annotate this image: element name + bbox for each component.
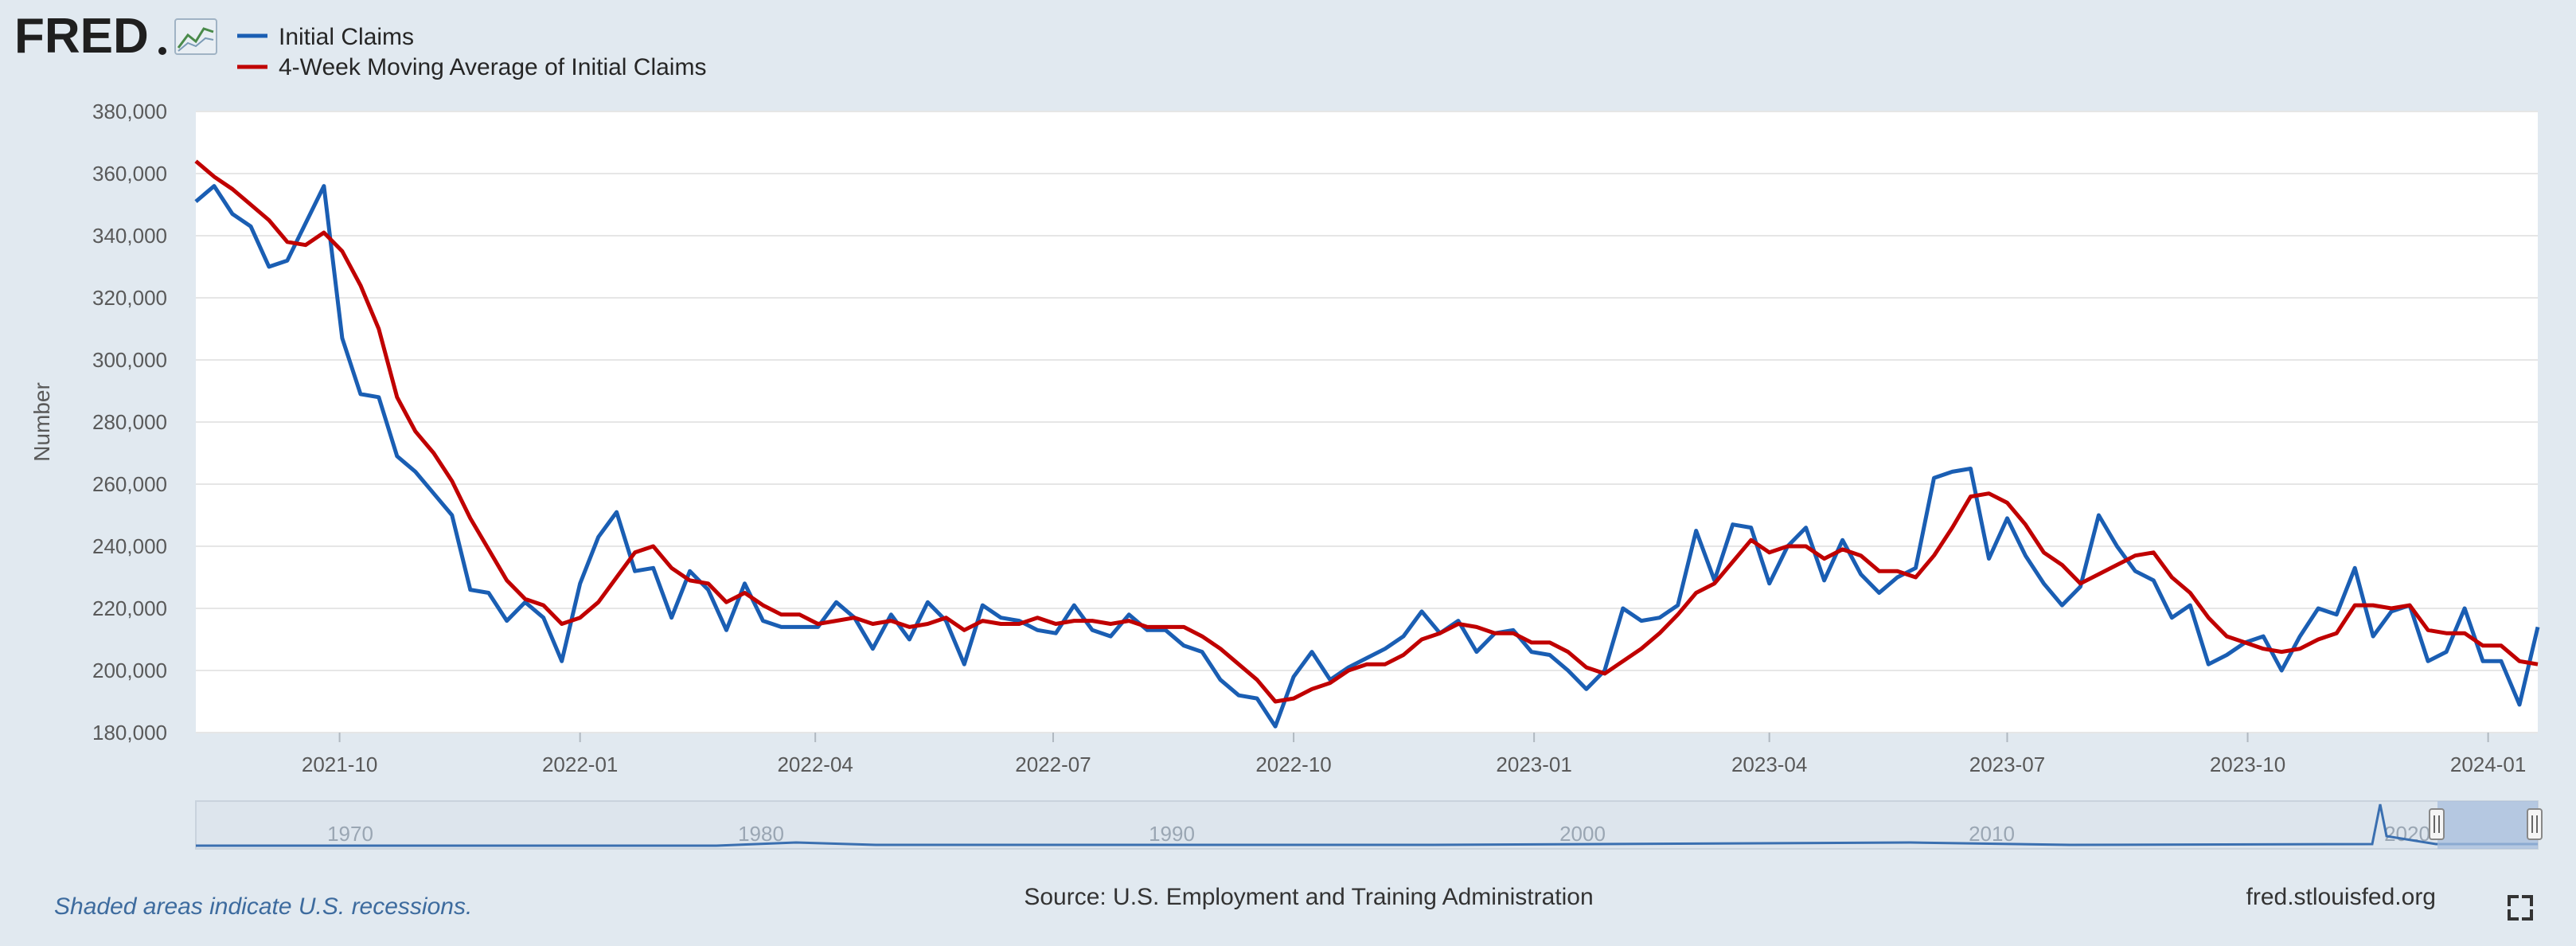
y-tick-label: 220,000: [92, 596, 167, 620]
y-tick-label: 200,000: [92, 659, 167, 682]
navigator-year-labels: 1970 1980 1990 2000 2010 2020: [327, 822, 2430, 846]
x-tick-label: 2022-10: [1255, 752, 1331, 776]
x-tick-label: 2023-10: [2210, 752, 2285, 776]
y-tick-label: 340,000: [92, 224, 167, 248]
x-tick-label: 2023-07: [1969, 752, 2045, 776]
navigator-year-label: 2000: [1559, 822, 1606, 846]
fred-logo-text: FRED: [14, 9, 149, 64]
navigator-year-label: 1980: [738, 822, 784, 846]
fullscreen-icon[interactable]: [2504, 892, 2536, 924]
y-tick-label: 240,000: [92, 534, 167, 558]
y-axis-ticks: 180,000 200,000 220,000 240,000 260,000 280,0…: [92, 100, 167, 745]
line-chart-icon: [174, 18, 217, 55]
y-tick-label: 320,000: [92, 286, 167, 310]
range-navigator[interactable]: 1970 1980 1990 2000 2010 2020: [195, 800, 2543, 850]
x-tick-label: 2023-01: [1496, 752, 1571, 776]
x-tick-label: 2023-04: [1731, 752, 1807, 776]
fred-logo[interactable]: FRED: [14, 9, 217, 64]
series-layer: [194, 159, 2540, 729]
source-text: Source: U.S. Employment and Training Adm…: [1024, 884, 1593, 910]
legend-label-moving-average: 4-Week Moving Average of Initial Claims: [279, 54, 706, 80]
y-tick-label: 380,000: [92, 100, 167, 123]
x-tick-label: 2022-01: [542, 752, 618, 776]
navigator-selected-range[interactable]: [2437, 801, 2538, 849]
navigator-year-label: 2010: [1969, 822, 2015, 846]
y-tick-label: 180,000: [92, 721, 167, 745]
legend-label-initial-claims: Initial Claims: [279, 24, 414, 50]
y-axis-title: Number: [29, 382, 54, 462]
logo-dot: [158, 47, 166, 55]
recession-note: Shaded areas indicate U.S. recessions.: [54, 893, 472, 920]
y-tick-label: 360,000: [92, 162, 167, 186]
series-line-initial-claims: [194, 184, 2540, 729]
grid-lines: [196, 111, 2538, 733]
navigator-right-handle[interactable]: [2527, 808, 2543, 840]
navigator-track[interactable]: [195, 800, 2539, 850]
y-tick-label: 260,000: [92, 472, 167, 496]
x-axis-ticks: 2021-10 2022-01 2022-04 2022-07 2022-10 2023-…: [302, 733, 2526, 776]
chart-legend: Initial Claims 4-Week Moving Average of …: [237, 24, 706, 80]
navigator-year-label: 1990: [1149, 822, 1195, 846]
x-tick-label: 2022-04: [777, 752, 853, 776]
navigator-left-handle[interactable]: [2429, 808, 2445, 840]
navigator-year-label: 1970: [327, 822, 373, 846]
navigator-series-line: [196, 803, 2538, 847]
site-link[interactable]: fred.stlouisfed.org: [2246, 884, 2436, 910]
x-tick-label: 2022-07: [1015, 752, 1091, 776]
series-line-moving-average: [194, 159, 2539, 704]
x-tick-label: 2024-01: [2450, 752, 2526, 776]
y-tick-label: 280,000: [92, 410, 167, 434]
x-tick-label: 2021-10: [302, 752, 377, 776]
y-tick-label: 300,000: [92, 348, 167, 372]
